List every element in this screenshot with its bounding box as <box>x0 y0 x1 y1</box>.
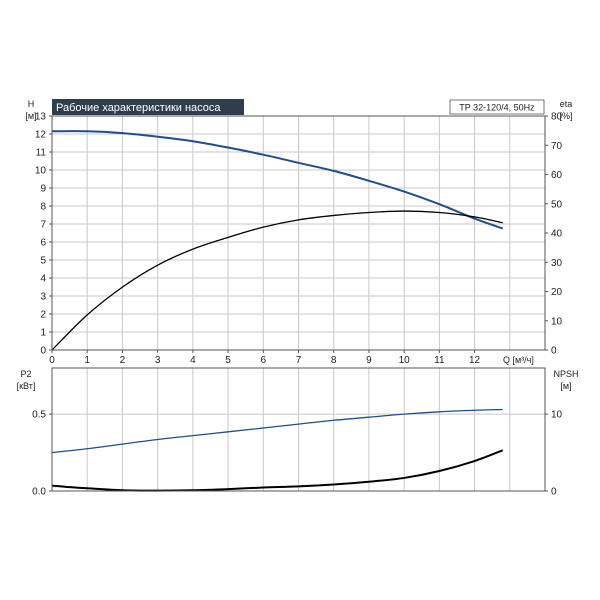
y-tick-label: 8 <box>40 202 46 213</box>
y-axis-unit-h: [м] <box>25 111 36 121</box>
y-tick-label: 1 <box>40 328 46 339</box>
y-tick-label: 7 <box>40 220 46 231</box>
y2-tick-label: 10 <box>551 410 563 421</box>
x-tick-label: 11 <box>434 355 445 366</box>
y-tick-label: 3 <box>40 292 46 303</box>
y2-tick-label: 50 <box>551 199 563 210</box>
y2-tick-label: 0 <box>551 346 557 357</box>
x-tick-label: 6 <box>261 355 267 366</box>
y-tick-label: 4 <box>40 274 46 285</box>
y-tick-label: 9 <box>40 184 46 195</box>
x-tick-label: 1 <box>84 355 90 366</box>
y-tick-label: 11 <box>36 148 47 159</box>
x-axis-label: Q [м³/ч] <box>503 355 534 365</box>
y-tick-label: 0.0 <box>32 487 46 498</box>
y2-tick-label: 30 <box>551 258 563 269</box>
chart-title: Рабочие характеристики насоса <box>56 102 221 114</box>
y-axis-label-h: H <box>28 99 35 109</box>
efficiency-curve <box>51 210 503 351</box>
model-label: TP 32-120/4, 50Hz <box>459 103 535 113</box>
y-tick-label: 10 <box>35 166 47 177</box>
head-curve <box>51 130 504 230</box>
x-tick-label: 2 <box>120 355 126 366</box>
x-tick-label: 7 <box>296 355 302 366</box>
y-axis-label-p2: P2 <box>20 369 31 379</box>
x-tick-label: 3 <box>155 355 161 366</box>
power-curve <box>51 408 503 454</box>
y2-tick-label: 80 <box>551 112 563 123</box>
x-tick-label: 0 <box>49 355 55 366</box>
y2-tick-label: 0 <box>551 487 557 498</box>
npsh-curve <box>51 449 504 492</box>
plot-frame <box>51 367 546 492</box>
x-tick-label: 10 <box>399 355 411 366</box>
y2-tick-label: 70 <box>551 141 563 152</box>
y-tick-label: 5 <box>40 256 46 267</box>
x-tick-label: 5 <box>225 355 231 366</box>
y-tick-label: 6 <box>40 238 46 249</box>
y2-tick-label: 10 <box>551 316 563 327</box>
y2-tick-label: 40 <box>551 229 563 240</box>
y-tick-label: 2 <box>40 310 46 321</box>
y-tick-label: 0.5 <box>32 410 46 421</box>
y-tick-label: 0 <box>40 346 46 357</box>
model-box <box>449 99 545 115</box>
x-tick-label: 9 <box>366 355 372 366</box>
x-tick-label: 12 <box>469 355 481 366</box>
x-tick-label: 8 <box>331 355 337 366</box>
y2-axis-label-eta: eta <box>560 99 573 109</box>
y-axis-unit-p2: [кВт] <box>17 381 36 391</box>
y2-axis-unit-npsh: [м] <box>560 381 571 391</box>
y2-axis-label-npsh: NPSH <box>553 369 578 379</box>
y2-axis-unit-eta: [%] <box>559 111 572 121</box>
y2-tick-label: 60 <box>551 170 563 181</box>
y-tick-label: 13 <box>35 112 47 123</box>
y-tick-label: 12 <box>35 130 47 141</box>
x-tick-label: 4 <box>190 355 196 366</box>
y2-tick-label: 20 <box>551 287 563 298</box>
title-box <box>52 99 244 115</box>
